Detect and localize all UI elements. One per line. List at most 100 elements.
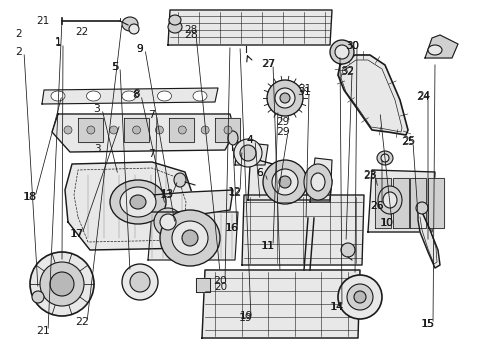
Text: 11: 11 [262, 240, 275, 251]
Text: 28: 28 [184, 24, 197, 35]
Ellipse shape [178, 126, 186, 134]
Text: 3: 3 [94, 144, 100, 154]
Ellipse shape [122, 91, 136, 101]
Ellipse shape [329, 40, 353, 64]
Text: 28: 28 [184, 30, 198, 40]
Text: 9: 9 [136, 44, 142, 54]
Polygon shape [409, 178, 426, 228]
Text: 8: 8 [133, 89, 139, 99]
Ellipse shape [240, 145, 256, 161]
Polygon shape [367, 170, 434, 232]
Text: 26: 26 [370, 201, 383, 211]
Text: 9: 9 [136, 44, 143, 54]
Ellipse shape [279, 176, 290, 188]
Polygon shape [123, 118, 148, 142]
Ellipse shape [129, 24, 139, 34]
Ellipse shape [157, 91, 171, 101]
Polygon shape [374, 178, 390, 228]
Ellipse shape [174, 173, 185, 187]
Text: 27: 27 [261, 59, 274, 69]
Ellipse shape [122, 264, 158, 300]
Polygon shape [168, 10, 331, 45]
Polygon shape [424, 35, 457, 58]
Ellipse shape [40, 262, 84, 306]
Ellipse shape [427, 45, 441, 55]
Ellipse shape [224, 126, 231, 134]
Ellipse shape [382, 192, 396, 208]
Text: 4: 4 [246, 135, 253, 145]
Text: 2: 2 [16, 47, 22, 57]
Polygon shape [235, 142, 267, 165]
Text: 14: 14 [330, 302, 343, 312]
Ellipse shape [334, 45, 348, 59]
Polygon shape [337, 55, 407, 135]
Ellipse shape [376, 151, 392, 165]
Text: 2: 2 [15, 29, 22, 39]
Ellipse shape [353, 291, 365, 303]
Ellipse shape [160, 210, 220, 266]
Ellipse shape [130, 272, 150, 292]
Ellipse shape [64, 126, 72, 134]
Text: 1: 1 [55, 38, 61, 48]
Text: 4: 4 [246, 135, 253, 145]
Ellipse shape [346, 284, 372, 310]
Text: 6: 6 [256, 168, 263, 178]
Text: 11: 11 [261, 241, 274, 251]
Text: 22: 22 [75, 317, 89, 327]
Text: 15: 15 [421, 319, 434, 329]
Ellipse shape [51, 91, 65, 101]
Text: 17: 17 [71, 229, 84, 239]
Text: 12: 12 [228, 187, 242, 197]
Text: 13: 13 [161, 189, 174, 199]
Text: 29: 29 [276, 117, 289, 127]
Text: 30: 30 [345, 41, 358, 51]
Ellipse shape [234, 139, 262, 167]
Text: 19: 19 [239, 311, 252, 321]
Polygon shape [169, 118, 194, 142]
Ellipse shape [154, 208, 182, 236]
Text: 24: 24 [416, 91, 429, 102]
Ellipse shape [130, 195, 146, 209]
Ellipse shape [86, 91, 101, 101]
Text: 13: 13 [160, 190, 174, 200]
Ellipse shape [30, 252, 94, 316]
Text: 6: 6 [256, 168, 263, 178]
Text: 21: 21 [36, 16, 49, 26]
Ellipse shape [132, 126, 140, 134]
Text: 20: 20 [213, 276, 226, 286]
Polygon shape [202, 270, 359, 338]
Text: 23: 23 [363, 170, 376, 180]
Ellipse shape [172, 221, 207, 255]
Ellipse shape [50, 272, 74, 296]
Text: 19: 19 [239, 313, 252, 323]
Ellipse shape [155, 126, 163, 134]
Text: 16: 16 [225, 222, 239, 233]
Ellipse shape [160, 214, 176, 230]
Polygon shape [148, 190, 232, 215]
Text: 5: 5 [112, 62, 118, 72]
Text: 7: 7 [148, 149, 155, 159]
Ellipse shape [120, 187, 156, 217]
Text: 1: 1 [54, 37, 61, 48]
Text: 3: 3 [93, 104, 100, 114]
Ellipse shape [122, 17, 138, 31]
Text: 25: 25 [400, 137, 414, 147]
Text: 10: 10 [379, 218, 393, 228]
Text: 10: 10 [380, 218, 393, 228]
Polygon shape [65, 162, 196, 250]
Ellipse shape [274, 88, 294, 108]
Text: 16: 16 [224, 223, 238, 233]
Text: 30: 30 [346, 41, 359, 51]
Text: 22: 22 [75, 27, 88, 37]
Polygon shape [392, 178, 408, 228]
Polygon shape [196, 278, 209, 292]
Text: 7: 7 [148, 110, 155, 120]
Ellipse shape [227, 131, 238, 145]
Ellipse shape [304, 164, 331, 200]
Text: 12: 12 [228, 188, 242, 198]
Ellipse shape [280, 93, 289, 103]
Text: 26: 26 [369, 201, 383, 211]
Polygon shape [351, 278, 365, 292]
Ellipse shape [169, 15, 181, 25]
Text: 15: 15 [420, 319, 434, 329]
